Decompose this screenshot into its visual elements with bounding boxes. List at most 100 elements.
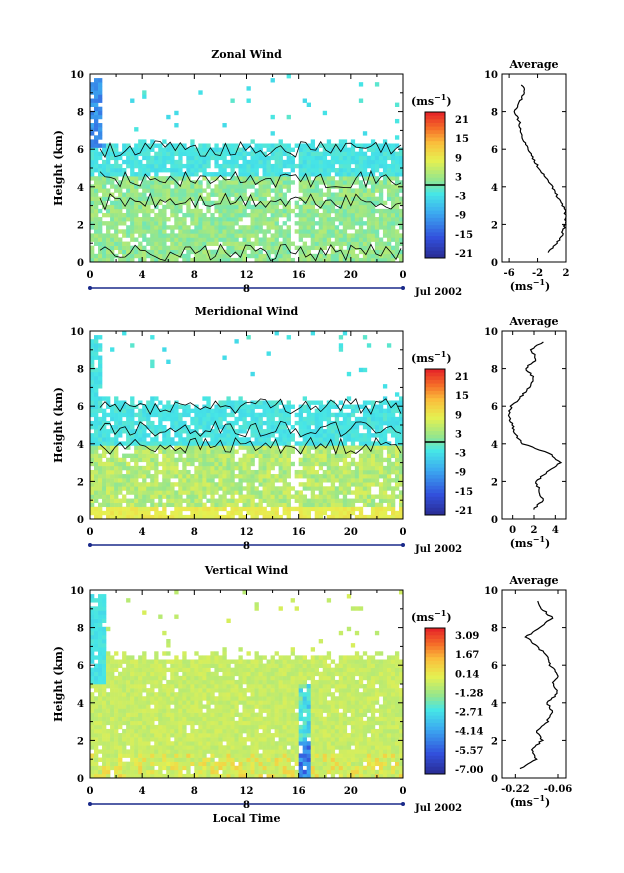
heatmap-cell [166,147,171,152]
heatmap-cell [162,667,167,673]
heatmap-cell [230,404,235,409]
heatmap-cell [318,196,324,201]
heatmap-cell [242,457,247,463]
heatmap-cell [130,343,135,348]
heatmap-cell [302,408,307,414]
heatmap-cell [266,245,271,251]
heatmap-cell [186,429,191,434]
heatmap-cell [374,433,380,438]
heatmap-cell [350,237,356,242]
heatmap-cell [386,425,392,430]
heatmap-cell [90,155,95,161]
heatmap-cell [110,237,115,242]
heatmap-cell [266,217,271,222]
heatmap-cell [214,437,219,442]
heatmap-cell [286,151,291,157]
heatmap-cell [334,429,340,434]
heatmap-cell [262,449,267,454]
heatmap-cell [90,371,95,377]
heatmap-cell [90,208,95,214]
heatmap-cell [370,494,376,499]
heatmap-cell [314,449,320,454]
heatmap-cell [230,420,235,426]
heatmap-cell [98,380,103,385]
heatmap-cell [110,461,115,467]
heatmap-cell [182,188,187,193]
heatmap-cell [250,502,255,508]
heatmap-cell [178,453,183,458]
heatmap-cell [138,429,143,434]
heatmap-cell [138,465,143,471]
heatmap-cell [286,433,291,438]
heatmap-cell [166,429,171,434]
heatmap-cell [382,384,388,389]
heatmap-cell [142,249,147,255]
heatmap-cell [158,773,163,779]
heatmap-cell [310,241,316,246]
heatmap-cell [90,728,95,734]
heatmap-cell [106,457,111,463]
heatmap-cell [174,425,179,430]
heatmap-cell [222,151,227,157]
heatmap-cell [374,147,380,152]
heatmap-cell [182,151,187,157]
heatmap-cell [394,474,400,479]
heatmap-cell [142,469,147,475]
heatmap-cell [254,449,259,454]
heatmap-cell [270,163,275,169]
heatmap-cell [358,474,364,479]
heatmap-cell [106,400,111,405]
heatmap-cell [162,761,167,767]
heatmap-cell [146,163,151,169]
heatmap-cell [394,135,400,140]
heatmap-cell [270,168,275,173]
heatmap-cell [306,249,311,255]
heatmap-cell [234,465,239,471]
heatmap-cell [366,229,372,234]
heatmap-cell [318,163,324,169]
heatmap-cell [394,151,400,157]
heatmap-cell [90,355,95,360]
heatmap-cell [262,490,267,495]
heatmap-cell [114,237,119,242]
heatmap-cell [318,237,324,242]
heatmap-cell [262,241,267,246]
heatmap-cell [322,408,328,414]
heatmap-cell [266,208,271,214]
heatmap-cell [366,420,372,426]
heatmap-cell [234,249,239,255]
heatmap-cell [146,253,151,259]
heatmap-cell [322,110,328,116]
heatmap-cell [134,749,139,754]
heatmap-cell [210,478,215,483]
heatmap-cell [314,147,320,152]
heatmap-cell [314,176,320,181]
heatmap-cell [118,761,123,767]
heatmap-cell [278,208,283,214]
heatmap-cell [354,416,360,422]
heatmap-cell [106,221,111,226]
heatmap-cell [298,425,303,430]
colorbar-segment [425,500,445,505]
heatmap-cell [134,704,139,709]
average-y-tick-label: 0 [491,515,498,526]
heatmap-cell [362,445,368,450]
heatmap-cell [94,147,99,152]
heatmap-cell [94,343,99,348]
heatmap-cell [118,429,123,434]
heatmap-cell [134,200,139,206]
heatmap-cell [150,506,155,512]
heatmap-cell [118,151,123,157]
heatmap-cell [258,180,263,185]
heatmap-cell [146,671,151,677]
heatmap-cell [226,180,231,185]
heatmap-cell [106,506,111,512]
heatmap-cell [146,221,151,226]
heatmap-cell [262,437,267,442]
heatmap-cell [366,163,372,169]
heatmap-cell [358,98,364,103]
heatmap-cell [94,741,99,746]
heatmap-cell [258,461,263,467]
heatmap-cell [150,749,155,754]
heatmap-cell [306,441,311,446]
